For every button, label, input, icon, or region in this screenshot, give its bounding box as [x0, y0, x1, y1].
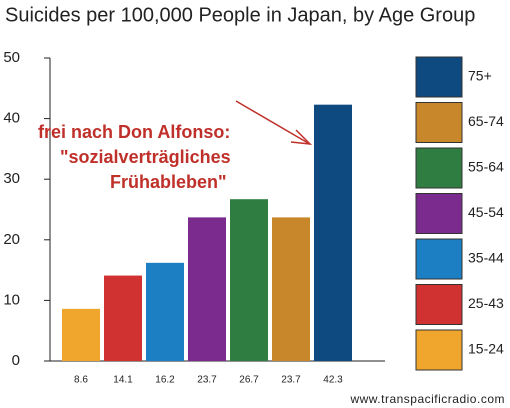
- value-label: 14.1: [113, 375, 133, 386]
- legend-swatch: [415, 238, 463, 280]
- legend-swatch: [415, 56, 463, 98]
- legend-swatch: [415, 329, 463, 371]
- legend-label: 75+: [468, 68, 492, 84]
- bar: [62, 308, 100, 361]
- legend-swatch: [415, 284, 463, 325]
- y-tick-label: 0: [12, 352, 20, 369]
- annotation-line: frei nach Don Alfonso:: [38, 122, 230, 142]
- y-tick-label: 50: [3, 49, 20, 66]
- legend-swatch: [415, 102, 463, 143]
- legend-label: 35-44: [468, 250, 504, 266]
- y-tick-label: 40: [3, 110, 20, 127]
- bar: [104, 275, 142, 361]
- annotation-arrow: [235, 100, 309, 144]
- value-label: 23.7: [197, 375, 217, 386]
- chart-title: Suicides per 100,000 People in Japan, by…: [5, 4, 475, 26]
- value-label: 8.6: [74, 375, 88, 386]
- legend-swatch: [415, 147, 463, 189]
- bar: [314, 104, 352, 362]
- legend-label: 45-54: [468, 204, 504, 220]
- legend-label: 65-74: [468, 113, 504, 129]
- bar: [146, 262, 184, 361]
- bar: [272, 217, 310, 361]
- legend-swatch: [415, 193, 463, 234]
- value-label: 42.3: [323, 375, 343, 386]
- annotation-line: Frühableben": [110, 172, 227, 192]
- y-tick-label: 30: [3, 170, 20, 187]
- legend-label: 55-64: [468, 159, 504, 175]
- value-label: 23.7: [281, 375, 301, 386]
- arrow-head: [290, 129, 313, 145]
- value-label: 16.2: [155, 375, 175, 386]
- bar: [230, 199, 268, 361]
- legend-label: 25-43: [468, 295, 504, 311]
- y-tick-label: 20: [3, 231, 20, 248]
- value-label: 26.7: [239, 375, 259, 386]
- y-tick-label: 10: [3, 291, 20, 308]
- source: www.transpacificradio.com: [349, 392, 505, 406]
- bar: [188, 217, 226, 361]
- annotation-line: "sozialverträgliches: [60, 147, 231, 167]
- legend-label: 15-24: [468, 341, 504, 357]
